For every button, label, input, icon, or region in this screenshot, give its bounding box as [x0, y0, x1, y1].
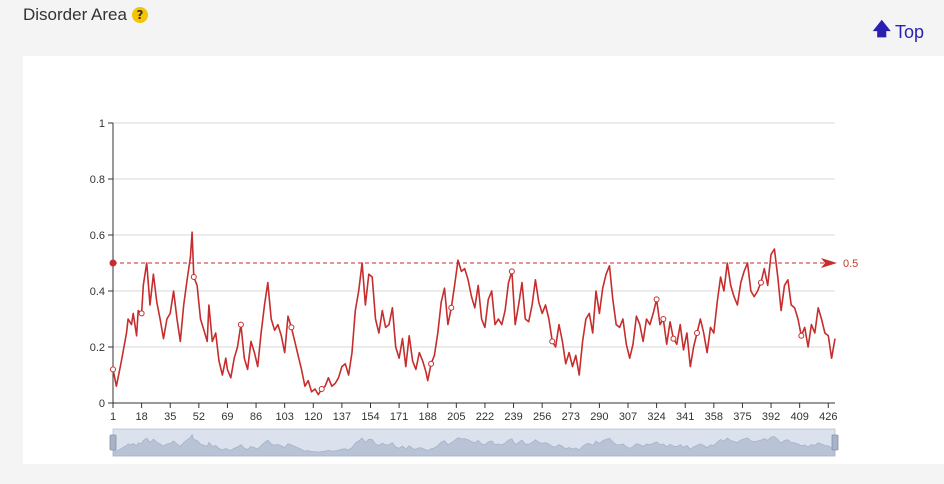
x-tick-label: 392 [762, 411, 780, 423]
x-tick-label: 1 [110, 411, 116, 423]
y-tick-label: 0.4 [90, 286, 105, 298]
data-point [670, 335, 677, 342]
help-question-icon[interactable]: ? [131, 7, 148, 23]
disorder-series-line [112, 231, 836, 396]
x-tick-label: 324 [647, 411, 665, 423]
x-tick-label: 256 [533, 411, 551, 423]
zoom-slider-selection [113, 429, 835, 456]
zoom-slider-left-handle[interactable] [109, 434, 117, 451]
data-point [237, 321, 244, 328]
x-tick-label: 205 [447, 411, 465, 423]
x-tick-label: 103 [275, 411, 293, 423]
zoom-slider-preview [112, 433, 836, 457]
x-tick-label: 52 [193, 411, 205, 423]
x-tick-label: 358 [705, 411, 723, 423]
data-point [318, 386, 325, 392]
disorder-chart: 0 0.2 0.4 0.6 0.8 1 1 18 35 52 69 86 103 120 137 154 171… [90, 118, 858, 457]
x-tick-label: 273 [562, 411, 580, 423]
x-tick-label: 69 [221, 411, 233, 423]
data-point [757, 279, 764, 286]
x-tick-label: 222 [476, 411, 494, 423]
data-point [428, 360, 435, 367]
section-title: Disorder Area ? [23, 5, 148, 25]
x-tick-label: 290 [590, 411, 608, 423]
y-tick-label: 0.6 [90, 230, 105, 242]
zoom-slider-right-handle[interactable] [831, 434, 839, 451]
data-point [110, 366, 116, 373]
x-tick-label: 171 [390, 411, 408, 423]
data-point [508, 268, 515, 275]
x-tick-label: 18 [135, 411, 147, 423]
data-point [138, 310, 145, 317]
x-tick-label: 307 [619, 411, 637, 423]
data-point [693, 330, 700, 336]
x-tick-label: 35 [164, 411, 176, 423]
x-tick-label: 137 [333, 411, 351, 423]
x-tick-label: 86 [250, 411, 262, 423]
y-tick-label: 1 [99, 118, 105, 130]
x-tick-label: 375 [733, 411, 751, 423]
x-tick-label: 239 [504, 411, 522, 423]
data-point [288, 324, 295, 331]
x-tick-label: 426 [819, 411, 837, 423]
reference-line-label: 0.5 [843, 258, 858, 270]
reference-line-start [109, 259, 117, 267]
data-point [660, 316, 667, 322]
y-tick-label: 0.8 [90, 174, 105, 186]
y-tick-label: 0 [99, 398, 105, 410]
data-point [448, 304, 455, 311]
section-title-text: Disorder Area [23, 5, 127, 24]
top-link-label: Top [894, 21, 924, 42]
x-tick-label: 120 [304, 411, 322, 423]
data-point [190, 274, 197, 280]
reference-line-arrow [821, 258, 837, 268]
back-to-top-link[interactable]: 🡅 Top [872, 17, 924, 47]
data-point [653, 296, 660, 303]
data-point [798, 332, 805, 339]
data-point [549, 338, 556, 345]
x-tick-label: 154 [361, 411, 379, 423]
y-tick-label: 0.2 [90, 342, 105, 354]
chart-panel: 0 0.2 0.4 0.6 0.8 1 1 18 35 52 69 86 103 120 137 154 171… [23, 56, 944, 464]
x-tick-label: 341 [676, 411, 694, 423]
x-tick-label: 409 [790, 411, 808, 423]
x-tick-label: 188 [419, 411, 437, 423]
arrow-up-icon: 🡅 [872, 19, 891, 40]
